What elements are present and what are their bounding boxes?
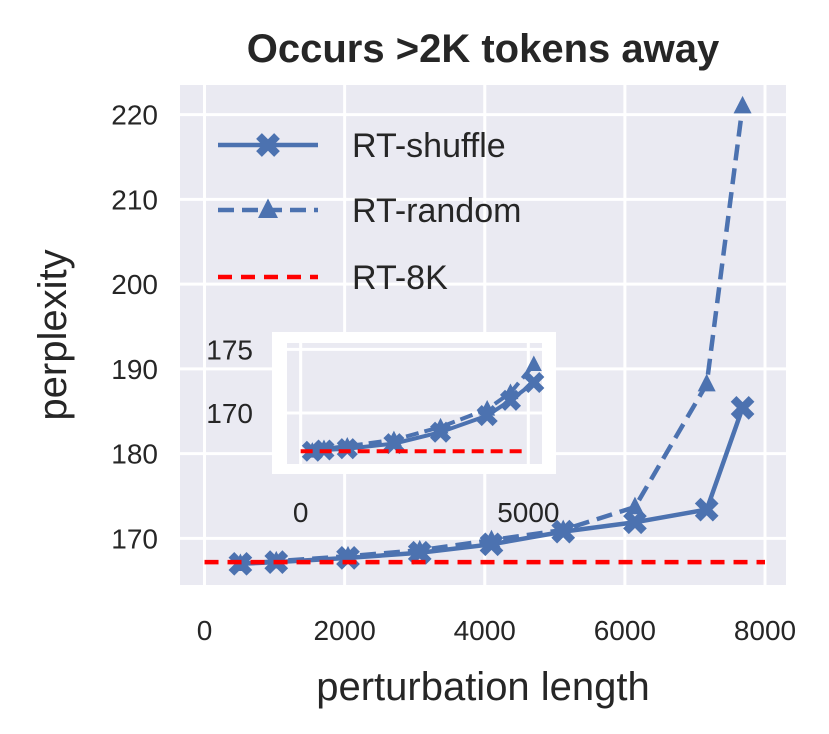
inset-series-group — [300, 355, 545, 462]
inset-y-tick-label: 175 — [206, 334, 253, 365]
inset-line-rt-random — [311, 363, 536, 454]
inset-chart: 0 5000 170 175 — [206, 332, 559, 528]
legend-label: RT-shuffle — [352, 127, 506, 165]
inset-point-rt-random — [339, 436, 356, 453]
legend-label: RT-8K — [352, 259, 448, 297]
point-rt-random — [697, 373, 716, 392]
point-rt-random — [554, 519, 573, 538]
inset-x-tick-label: 5000 — [497, 497, 559, 528]
point-rt-shuffle — [730, 396, 755, 420]
legend-item-rt-random: RT-random — [218, 192, 521, 230]
y-tick-labels: 170 180 190 200 210 220 — [111, 100, 158, 555]
legend-item-rt-8k: RT-8K — [218, 259, 448, 297]
inset-y-tick-label: 170 — [206, 398, 253, 429]
inset-x-tick-labels: 0 5000 — [293, 497, 560, 528]
inset-point-rt-random — [502, 383, 519, 400]
y-axis-label: perplexity — [31, 249, 75, 420]
inset-point-rt-shuffle — [523, 371, 545, 394]
x-tick-labels: 0 2000 4000 6000 8000 — [197, 615, 796, 646]
inset-x-tick-label: 0 — [293, 497, 309, 528]
x-axis-label: perturbation length — [316, 665, 650, 709]
legend-marker — [258, 198, 278, 218]
x-tick-label: 2000 — [313, 615, 375, 646]
point-rt-random — [733, 95, 752, 114]
point-rt-shuffle — [623, 510, 647, 535]
y-tick-label: 170 — [111, 523, 158, 554]
legend-marker — [256, 133, 280, 157]
series-group — [204, 95, 765, 576]
point-rt-random — [625, 496, 644, 515]
y-tick-label: 180 — [111, 439, 158, 470]
inset-point-rt-random — [385, 430, 402, 447]
point-rt-shuffle — [694, 497, 719, 522]
x-tick-label: 8000 — [734, 615, 796, 646]
legend-item-rt-shuffle: RT-shuffle — [218, 127, 506, 165]
y-tick-label: 190 — [111, 354, 158, 385]
point-rt-random — [482, 529, 501, 548]
y-tick-label: 200 — [111, 269, 158, 300]
inset-grid — [287, 343, 542, 464]
y-tick-label: 210 — [111, 184, 158, 215]
inset-point-rt-random — [432, 417, 449, 434]
y-tick-label: 220 — [111, 100, 158, 131]
point-rt-random — [338, 545, 357, 564]
inset-y-tick-labels: 170 175 — [206, 334, 253, 429]
point-rt-random — [410, 539, 429, 558]
x-tick-label: 0 — [197, 615, 213, 646]
legend-label: RT-random — [352, 192, 521, 230]
inset-point-rt-random — [479, 400, 496, 416]
chart-title: Occurs >2K tokens away — [247, 27, 720, 71]
legend: RT-shuffle RT-random RT-8K — [218, 127, 521, 297]
inset-point-rt-random — [525, 355, 542, 372]
x-tick-label: 6000 — [594, 615, 656, 646]
x-tick-label: 4000 — [454, 615, 516, 646]
